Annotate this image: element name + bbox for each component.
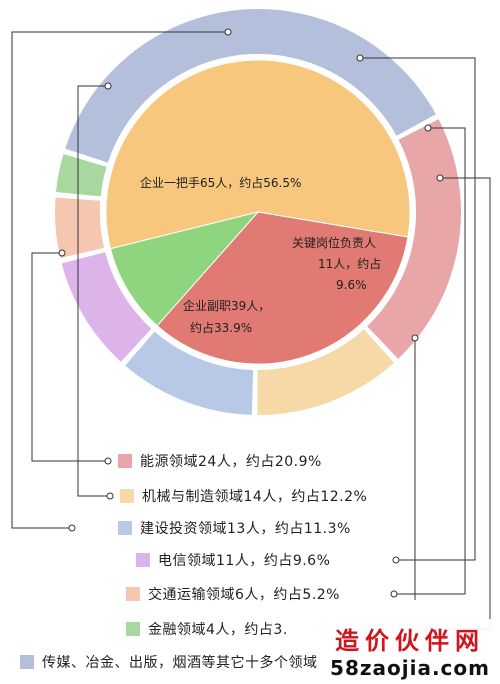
legend-item: 交通运输领域6人，约占5.2%: [126, 583, 340, 605]
leader-line: [77, 85, 110, 497]
legend-label: 建设投资领域13人，约占11.3%: [140, 521, 351, 537]
legend-swatch: [126, 622, 140, 636]
leader-end-dot: [104, 457, 112, 465]
legend-label: 能源领域24人，约占20.9%: [140, 454, 322, 470]
leader-line: [360, 57, 476, 561]
leader-end-dot: [392, 556, 400, 564]
outer-slice-4: [55, 197, 105, 259]
inner-slice-2: [109, 211, 260, 327]
leader-start-dot: [424, 124, 432, 132]
leader-lines: [11, 28, 491, 633]
inner-slice-1: [156, 211, 409, 365]
inner-label-leaders: 企业一把手65人，约占56.5%: [140, 175, 301, 190]
leader-start-dot: [356, 54, 364, 62]
watermark-title: 造价伙伴网: [335, 627, 486, 655]
legend-label: 电信领域11人，约占9.6%: [158, 553, 331, 569]
outer-slice-3: [61, 252, 152, 362]
legend-label: 传媒、冶金、出版，烟酒等其它十多个领域: [42, 655, 318, 671]
watermark-url: 58zaojia.com: [330, 656, 490, 680]
leader-start-dot: [104, 82, 112, 90]
legend-item: 传媒、冶金、出版，烟酒等其它十多个领域: [20, 651, 318, 673]
leader-line: [11, 31, 228, 529]
legend-swatch: [20, 655, 34, 669]
inner-label-deputies: 企业副职39人，: [183, 298, 270, 313]
leader-line: [394, 127, 466, 595]
leader-start-dot: [58, 249, 66, 257]
inner-slice-0: [105, 59, 411, 250]
leader-line: [31, 252, 108, 462]
legend-swatch: [118, 454, 132, 468]
legend-label: 机械与制造领域14人，约占12.2%: [142, 489, 368, 505]
legend-swatch: [126, 587, 140, 601]
legend-label: 金融领域4人，约占3.: [148, 622, 288, 638]
outer-slice-6: [65, 9, 436, 163]
legend-swatch: [136, 553, 150, 567]
legend-item: 能源领域24人，约占20.9%: [118, 450, 322, 472]
leader-end-dot: [390, 590, 398, 598]
inner-label-key-posts-pct: 9.6%: [336, 278, 367, 292]
legend-swatch: [118, 521, 132, 535]
inner-label-deputies-pct: 约占33.9%: [190, 320, 252, 335]
leader-end-dot: [106, 492, 114, 500]
leader-start-dot: [411, 334, 419, 342]
legend-label: 交通运输领域6人，约占5.2%: [148, 587, 340, 603]
leader-end-dot: [68, 524, 76, 532]
outer-slice-5: [55, 154, 107, 197]
legend-item: 机械与制造领域14人，约占12.2%: [120, 485, 367, 507]
outer-slice-2: [125, 331, 254, 415]
inner-pie: [99, 53, 416, 370]
outer-slice-1: [257, 329, 395, 415]
legend-item: 金融领域4人，约占3.: [126, 618, 288, 640]
leader-start-dot: [224, 28, 232, 36]
inner-label-key-posts-count: 11人，约占: [318, 256, 381, 271]
legend-item: 电信领域11人，约占9.6%: [136, 549, 330, 571]
watermark: 造价伙伴网 58zaojia.com: [324, 619, 496, 682]
legend-item: 建设投资领域13人，约占11.3%: [118, 517, 351, 539]
inner-label-key-posts: 关键岗位负责人: [292, 235, 376, 250]
legend-swatch: [120, 489, 134, 503]
leader-start-dot: [436, 174, 444, 182]
